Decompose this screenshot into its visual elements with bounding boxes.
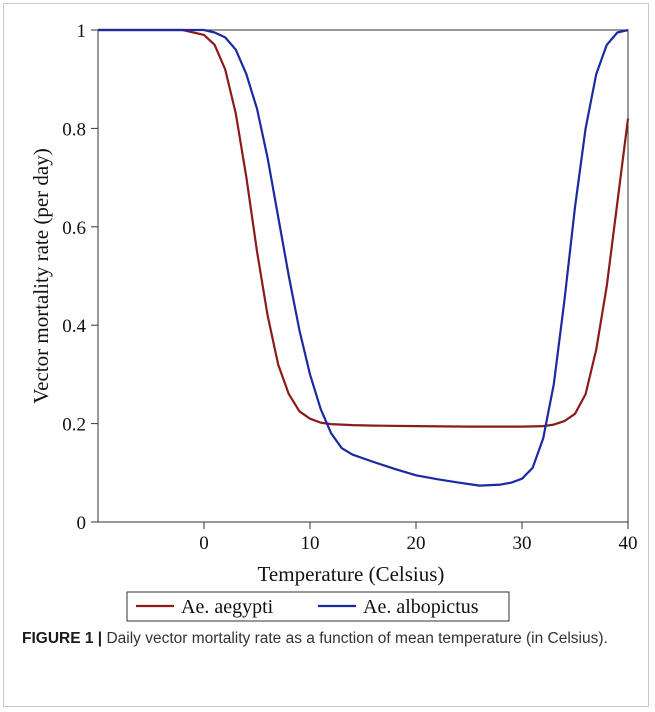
figure-panel: [3, 3, 649, 707]
series-line-ae-aegypti: [98, 28, 630, 428]
figure-caption: FIGURE 1 | Daily vector mortality rate a…: [22, 628, 627, 650]
caption-text: Daily vector mortality rate as a functio…: [102, 630, 608, 647]
y-tick-label: 0.4: [62, 316, 86, 337]
x-tick-label: 30: [513, 533, 532, 554]
series-lines: [98, 28, 630, 487]
legend: Ae. aegypti Ae. albopictus: [126, 591, 510, 622]
plot-area: [97, 29, 629, 523]
y-tick-label: 0: [77, 513, 87, 534]
y-tick-label: 0.6: [62, 218, 86, 239]
axes: 0 10 20 30 40 0 0.2 0.4 0.6 0.8 1: [62, 21, 637, 554]
y-axis-label: Vector mortality rate (per day): [29, 148, 53, 403]
series-line-ae-albopictus: [98, 28, 629, 487]
x-tick-label: 40: [619, 533, 638, 554]
legend-label: Ae. aegypti: [181, 596, 274, 618]
caption-label: FIGURE 1 |: [22, 630, 103, 647]
y-tick-label: 0.8: [62, 119, 86, 140]
x-tick-label: 10: [301, 533, 320, 554]
x-axis-label: Temperature (Celsius): [258, 562, 445, 586]
legend-label: Ae. albopictus: [363, 596, 479, 618]
y-tick-label: 1: [77, 21, 87, 42]
x-tick-label: 20: [407, 533, 426, 554]
x-tick-label: 0: [199, 533, 209, 554]
y-tick-label: 0.2: [62, 415, 86, 436]
